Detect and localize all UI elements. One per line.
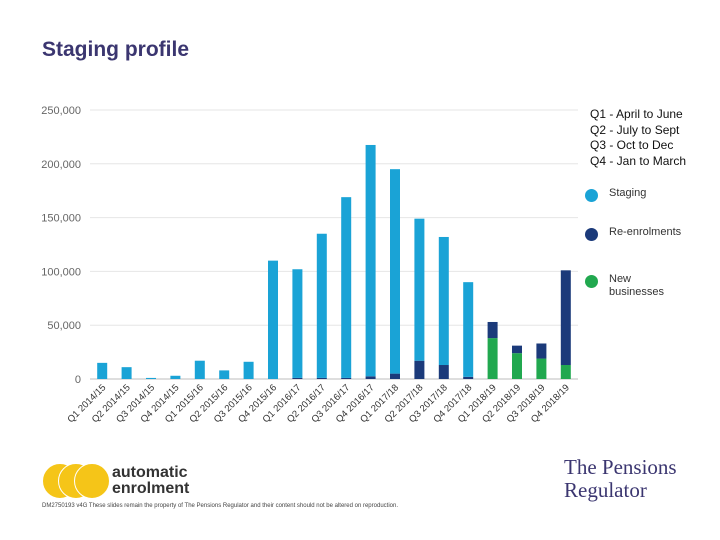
y-tick-label: 200,000 [41, 159, 81, 171]
bar-staging [316, 233, 327, 378]
y-tick-label: 100,000 [41, 266, 81, 278]
bar-re-enrolments [390, 373, 400, 379]
tpr-logo-line-2: Regulator [564, 478, 647, 502]
quarter-key-q4: Q4 - Jan to March [590, 153, 687, 168]
bar-staging [268, 260, 278, 379]
automatic-enrolment-logo: automatic enrolment [42, 463, 189, 499]
legend-swatch-staging [585, 189, 598, 202]
quarters-key: Q1 - April to June Q2 - July to Sept Q3 … [590, 107, 686, 169]
y-tick-label: 50,000 [47, 320, 81, 332]
bar-re-enrolments [487, 321, 498, 339]
bar-staging [219, 370, 230, 379]
legend-label-new-businesses: New businesses [609, 273, 665, 298]
bar-re-enrolments [463, 376, 474, 379]
page-title: Staging profile [42, 38, 189, 61]
bar-staging [292, 269, 303, 378]
quarter-key-q2: Q2 - July to Sept [590, 122, 680, 137]
bar-re-enrolments [438, 365, 449, 379]
bar-re-enrolments [316, 377, 327, 379]
legend-label-re-enrolments: Re-enrolments [609, 226, 682, 238]
bar-new-businesses [487, 338, 498, 379]
y-axis-ticks: 0 50,000 100,000 150,000 200,000 250,000 [41, 105, 81, 386]
gridlines [90, 109, 578, 380]
bar-re-enrolments [365, 376, 376, 379]
quarter-key-q1: Q1 - April to June [590, 107, 683, 121]
staging-bar-chart: 0 50,000 100,000 150,000 200,000 250,000 Q1 2… [41, 105, 578, 425]
bar-staging [243, 361, 254, 379]
bar-staging [170, 375, 181, 379]
y-tick-label: 0 [75, 374, 81, 386]
bar-staging [121, 367, 132, 379]
bar-re-enrolments [341, 377, 352, 379]
tpr-logo-line-1: The Pensions [564, 455, 677, 479]
bar-staging [365, 144, 376, 377]
bar-staging [97, 362, 108, 379]
bar-staging [146, 377, 156, 379]
ae-circles-icon [42, 463, 110, 499]
legend-label-staging: Staging [609, 187, 647, 199]
bar-re-enrolments [414, 360, 425, 379]
bar-new-businesses [560, 365, 571, 379]
legend-item-staging: Staging [585, 187, 715, 202]
bars [97, 144, 571, 379]
quarter-key-q3: Q3 - Oct to Dec [590, 138, 674, 152]
bar-staging [463, 282, 474, 377]
bar-re-enrolments [560, 270, 571, 366]
legend-item-new-businesses: New businesses [585, 273, 715, 299]
y-tick-label: 150,000 [41, 213, 81, 225]
bar-staging [390, 169, 400, 374]
bar-new-businesses [536, 358, 547, 379]
bar-staging [341, 197, 352, 378]
bar-re-enrolments [536, 343, 547, 359]
legend-item-re-enrolments: Re-enrolments [585, 226, 715, 241]
ae-logo-line-2: enrolment [112, 480, 190, 497]
bar-re-enrolments [292, 377, 303, 379]
pensions-regulator-logo: The Pensions Regulator [564, 456, 677, 502]
bar-re-enrolments [512, 345, 522, 354]
legend-swatch-new-businesses [585, 275, 598, 288]
footer-disclaimer: DM2750193 v4G These slides remain the pr… [42, 503, 398, 509]
ae-logo-line-1: automatic [112, 464, 188, 481]
legend-swatch-re-enrolments [585, 228, 598, 241]
y-tick-label: 250,000 [41, 105, 81, 117]
ae-logo-text: automatic enrolment [112, 465, 189, 497]
bar-new-businesses [512, 353, 522, 379]
bar-staging [438, 236, 449, 366]
bar-staging [194, 360, 205, 379]
bar-staging [414, 218, 425, 361]
